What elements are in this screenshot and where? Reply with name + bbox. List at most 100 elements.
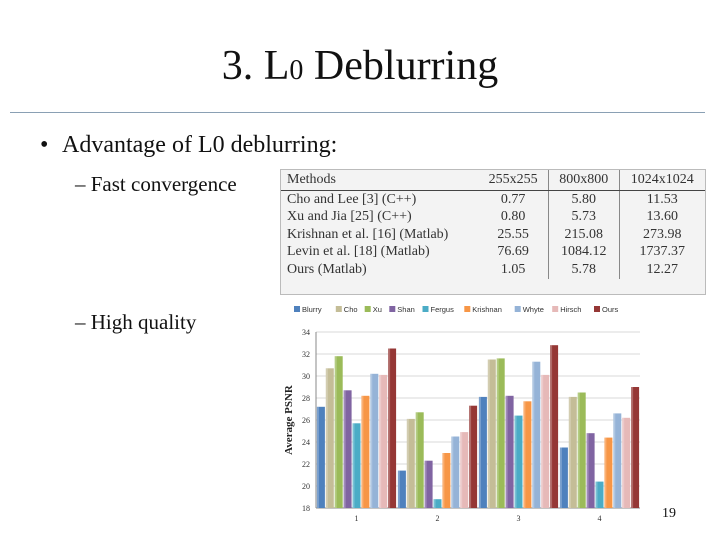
legend-swatch-whyte — [514, 306, 521, 312]
bar-highlight — [361, 395, 364, 508]
y-tick-label: 32 — [302, 350, 310, 359]
table-header-row: Methods 255x255 800x800 1024x1024 — [281, 170, 705, 191]
legend-label-hirsch: Hirsch — [560, 305, 581, 314]
bar-highlight — [523, 401, 526, 508]
table-row: Ours (Matlab) 1.05 5.78 12.27 — [281, 261, 705, 279]
table-header: 1024x1024 — [618, 170, 705, 191]
table-cell: 5.78 — [547, 261, 620, 279]
legend-label-xu: Xu — [373, 305, 382, 314]
bar-highlight — [451, 436, 454, 508]
bar-fergus — [352, 423, 361, 508]
table-cell: 0.80 — [500, 209, 526, 225]
bar-highlight — [316, 406, 319, 508]
bar-xu — [415, 412, 424, 508]
table-row: Krishnan et al. [16] (Matlab) 25.55 215.… — [281, 226, 705, 244]
bar-highlight — [514, 415, 517, 508]
bar-highlight — [595, 481, 598, 508]
table-cell: 1737.37 — [618, 243, 705, 261]
table-cell: Xu and Jia [25] (C++) — [287, 209, 412, 225]
bar-highlight — [397, 470, 400, 508]
legend-label-shan: Shan — [397, 305, 415, 314]
bar-fergus — [595, 481, 604, 508]
bar-whyte — [613, 413, 622, 508]
table-cell: 273.98 — [618, 226, 705, 244]
bar-blurry — [478, 396, 487, 508]
bar-highlight — [577, 392, 580, 508]
bar-krishnan — [442, 453, 451, 508]
bar-krishnan — [604, 437, 613, 508]
x-tick-label: 1 — [355, 514, 359, 523]
table-row: Cho and Lee [3] (C++) 0.77 5.80 11.53 — [281, 190, 705, 209]
slide-title: 3. L0 Deblurring — [0, 42, 720, 90]
bar-shan — [586, 433, 595, 508]
y-axis-label: Average PSNR — [283, 384, 295, 455]
table-cell: 25.55 — [497, 226, 529, 242]
bar-highlight — [334, 356, 337, 508]
bar-ours — [631, 387, 640, 508]
legend-label-krishnan: Krishnan — [472, 305, 502, 314]
bar-fergus — [514, 415, 523, 508]
bar-cho — [325, 368, 334, 508]
legend-swatch-shan — [389, 306, 396, 312]
x-tick-label: 4 — [598, 514, 602, 523]
bar-blurry — [397, 470, 406, 508]
legend-label-fergus: Fergus — [431, 305, 455, 314]
table-header: 255x255 — [478, 170, 549, 191]
main-bullet: • Advantage of L0 deblurring: — [40, 132, 337, 159]
bar-cho — [487, 359, 496, 508]
bar-highlight — [406, 418, 409, 508]
y-tick-label: 20 — [302, 482, 310, 491]
legend-label-cho: Cho — [344, 305, 358, 314]
bar-highlight — [496, 358, 499, 508]
bar-highlight — [433, 499, 436, 508]
title-rest: Deblurring — [303, 43, 499, 89]
bar-shan — [505, 395, 514, 508]
y-tick-label: 24 — [302, 438, 310, 447]
y-tick-label: 28 — [302, 394, 310, 403]
bar-whyte — [532, 361, 541, 508]
table-cell: Cho and Lee [3] (C++) — [287, 191, 417, 207]
legend-swatch-xu — [364, 306, 371, 312]
x-tick-label: 2 — [436, 514, 440, 523]
y-tick-label: 34 — [302, 328, 310, 337]
bar-krishnan — [361, 395, 370, 508]
title-main: 3. L — [221, 43, 290, 89]
title-divider — [10, 112, 705, 113]
legend-swatch-blurry — [294, 306, 300, 312]
bar-hirsch — [460, 432, 469, 508]
table-header: 800x800 — [547, 170, 620, 191]
bullet-dot: • — [40, 132, 49, 158]
bar-highlight — [388, 348, 391, 508]
bar-highlight — [550, 345, 553, 508]
y-tick-label: 30 — [302, 372, 310, 381]
bar-xu — [334, 356, 343, 508]
bar-ours — [469, 405, 478, 508]
bullet-text: Advantage of L0 deblurring: — [62, 132, 338, 158]
bar-highlight — [631, 387, 634, 508]
table-row: Levin et al. [18] (Matlab) 76.69 1084.12… — [281, 243, 705, 261]
bar-blurry — [559, 447, 568, 508]
bar-xu — [496, 358, 505, 508]
bar-hirsch — [379, 374, 388, 508]
table-cell: 13.60 — [618, 208, 705, 226]
bar-highlight — [559, 447, 562, 508]
table-cell: 5.80 — [547, 190, 620, 209]
table-cell: 11.53 — [618, 190, 705, 209]
bar-highlight — [478, 396, 481, 508]
bar-highlight — [469, 405, 472, 508]
table-cell: 215.08 — [547, 226, 620, 244]
table-cell: 5.73 — [547, 208, 620, 226]
legend-label-blurry: Blurry — [302, 305, 322, 314]
bar-fergus — [433, 499, 442, 508]
bar-highlight — [415, 412, 418, 508]
table-cell: 1.05 — [500, 261, 526, 277]
bar-highlight — [460, 432, 463, 508]
table-cell: Levin et al. [18] (Matlab) — [287, 244, 430, 260]
bar-hirsch — [622, 417, 631, 508]
bar-highlight — [343, 390, 346, 508]
bar-highlight — [325, 368, 328, 508]
bar-highlight — [622, 417, 625, 508]
bar-highlight — [442, 453, 445, 508]
bar-blurry — [316, 406, 325, 508]
bar-krishnan — [523, 401, 532, 508]
